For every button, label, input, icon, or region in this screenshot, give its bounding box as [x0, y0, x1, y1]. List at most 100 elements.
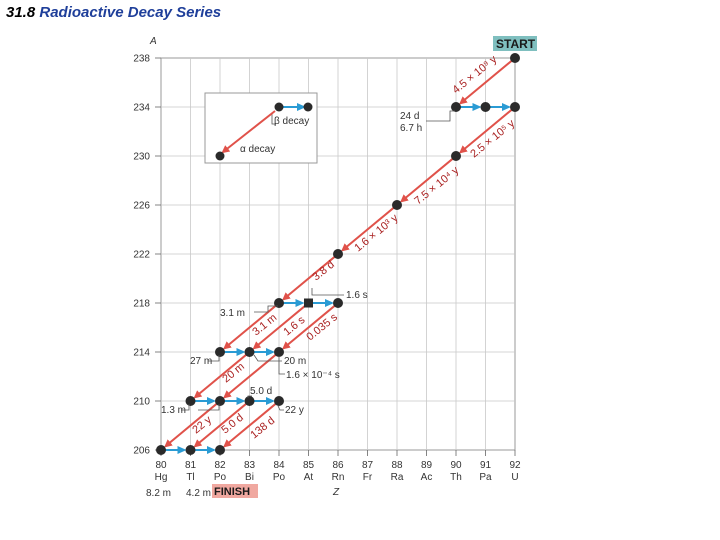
- nuclide-92-234: [510, 102, 520, 112]
- start-label-bg: [493, 36, 537, 51]
- nuclide-81-210: [185, 396, 196, 406]
- callout-th234: 24 d: [400, 111, 419, 122]
- nuclide-88-226: [392, 200, 402, 210]
- half-life-ra226: 1.6 × 10³ y: [352, 212, 401, 255]
- x-tick-label: 83: [244, 460, 256, 471]
- callout-pa234: 6.7 h: [400, 123, 422, 134]
- legend-beta-leader: [271, 114, 276, 125]
- callout-leader-bi214: [253, 354, 282, 362]
- legend-nuclide-1: [274, 102, 284, 112]
- y-tick-label: 222: [133, 250, 150, 261]
- y-tick-label: 230: [133, 152, 150, 163]
- nuclide-81-206: [185, 445, 196, 455]
- alpha-decay-arrow: [193, 353, 248, 399]
- half-life-rn222: 3.8 d: [310, 259, 337, 284]
- title-text: Radioactive Decay Series: [39, 4, 222, 21]
- page-title: 31.8 Radioactive Decay Series: [6, 4, 221, 21]
- x-tick-label: 87: [362, 460, 374, 471]
- nuclide-86-218: [333, 298, 343, 308]
- nuclide-83-214: [244, 347, 255, 357]
- x-axis-label: Z: [332, 487, 340, 498]
- x-tick-element: Hg: [155, 472, 168, 483]
- x-tick-element: U: [511, 472, 518, 483]
- legend-alpha-arrow: [221, 110, 276, 154]
- alpha-decay-arrow: [282, 255, 336, 301]
- y-tick-label: 214: [133, 348, 150, 359]
- x-tick-label: 91: [480, 460, 492, 471]
- alpha-decay-arrow: [164, 402, 218, 448]
- callout-po218: 3.1 m: [220, 308, 245, 319]
- alpha-decay-arrow: [341, 206, 395, 252]
- nuclide-86-222: [333, 249, 343, 259]
- x-tick-label: 88: [391, 460, 403, 471]
- callout-leader-tl210: [181, 404, 190, 411]
- y-axis-ticks: 238 234 230 226 222 218 214 210 206: [133, 54, 161, 457]
- finish-label: FINISH: [214, 486, 250, 498]
- alpha-decay-arrow: [223, 304, 277, 350]
- y-axis-label: A: [149, 36, 157, 47]
- alpha-decay-arrow: [223, 353, 277, 399]
- callout-at218: 1.6 s: [346, 290, 368, 301]
- nuclide-92-238: [510, 53, 520, 63]
- x-tick-label: 82: [214, 460, 226, 471]
- alpha-decay-arrow: [459, 59, 513, 105]
- x-tick-element: Po: [214, 472, 227, 483]
- callout-leader-po214: [278, 356, 285, 375]
- callout-hg206: 8.2 m: [146, 488, 171, 499]
- nuclide-84-210: [274, 396, 284, 406]
- nuclide-83-210: [244, 396, 255, 406]
- callout-tl210: 1.3 m: [161, 405, 186, 416]
- x-axis-ticks: 80Hg81Tl82Po83Bi84Po85At86Rn87Fr88Ra89Ac…: [155, 450, 521, 483]
- legend-alpha-label: α decay: [240, 144, 275, 155]
- nuclide-90-234: [451, 102, 461, 112]
- legend: β decay α decay: [204, 92, 318, 164]
- callout-tl206: 4.2 m: [186, 488, 211, 499]
- alpha-decay-arrow: [252, 304, 307, 350]
- legend-nuclide-2: [303, 102, 313, 112]
- y-tick-label: 218: [133, 299, 150, 310]
- x-tick-element: At: [304, 472, 314, 483]
- nuclide-84-214: [274, 347, 284, 357]
- callout-pb210: 22 y: [285, 405, 304, 416]
- x-tick-element: Ac: [421, 472, 433, 483]
- nuclide-85-218: [304, 298, 313, 308]
- y-tick-label: 226: [133, 201, 150, 212]
- alpha-decay-arrow: [459, 108, 513, 154]
- x-tick-label: 81: [185, 460, 197, 471]
- legend-nuclide-3: [215, 151, 225, 161]
- x-tick-label: 89: [421, 460, 433, 471]
- x-tick-element: Fr: [363, 472, 373, 483]
- callout-leader-pb210: [198, 404, 220, 411]
- legend-beta-label: β decay: [274, 116, 309, 127]
- x-tick-element: Rn: [332, 472, 345, 483]
- callout-leader-th234: [426, 110, 455, 122]
- y-tick-label: 238: [133, 54, 150, 65]
- x-tick-label: 86: [332, 460, 344, 471]
- x-tick-element: Pa: [479, 472, 492, 483]
- callout-bi214: 20 m: [284, 356, 306, 367]
- x-tick-element: Th: [450, 472, 462, 483]
- x-tick-element: Tl: [186, 472, 194, 483]
- callout-bi210: 5.0 d: [250, 386, 272, 397]
- half-life-callouts: 24 d 6.7 h 1.6 s 3.1 m 27 m 20 m 1.6 × 1…: [146, 110, 455, 499]
- nuclide-80-206: [156, 445, 166, 455]
- callout-pb214: 27 m: [190, 356, 212, 367]
- nuclide-82-206: [215, 445, 225, 455]
- x-tick-label: 80: [155, 460, 167, 471]
- x-tick-label: 90: [450, 460, 462, 471]
- nuclide-82-214: [215, 347, 225, 357]
- callout-leader-pb214: [208, 355, 220, 362]
- beta-decay-arrows: [165, 103, 511, 454]
- callout-leader-bi210: [247, 395, 252, 398]
- nuclide-82-210: [215, 396, 225, 406]
- callout-leader-po218: [254, 305, 278, 313]
- nuclide-84-218: [274, 298, 284, 308]
- y-tick-label: 206: [133, 446, 150, 457]
- nuclides: [156, 53, 520, 455]
- start-label: START: [496, 37, 536, 51]
- alpha-decay-arrow: [400, 157, 454, 203]
- callout-leader-at218: [311, 288, 344, 296]
- x-tick-element: Bi: [245, 472, 254, 483]
- nuclide-91-234: [480, 102, 491, 112]
